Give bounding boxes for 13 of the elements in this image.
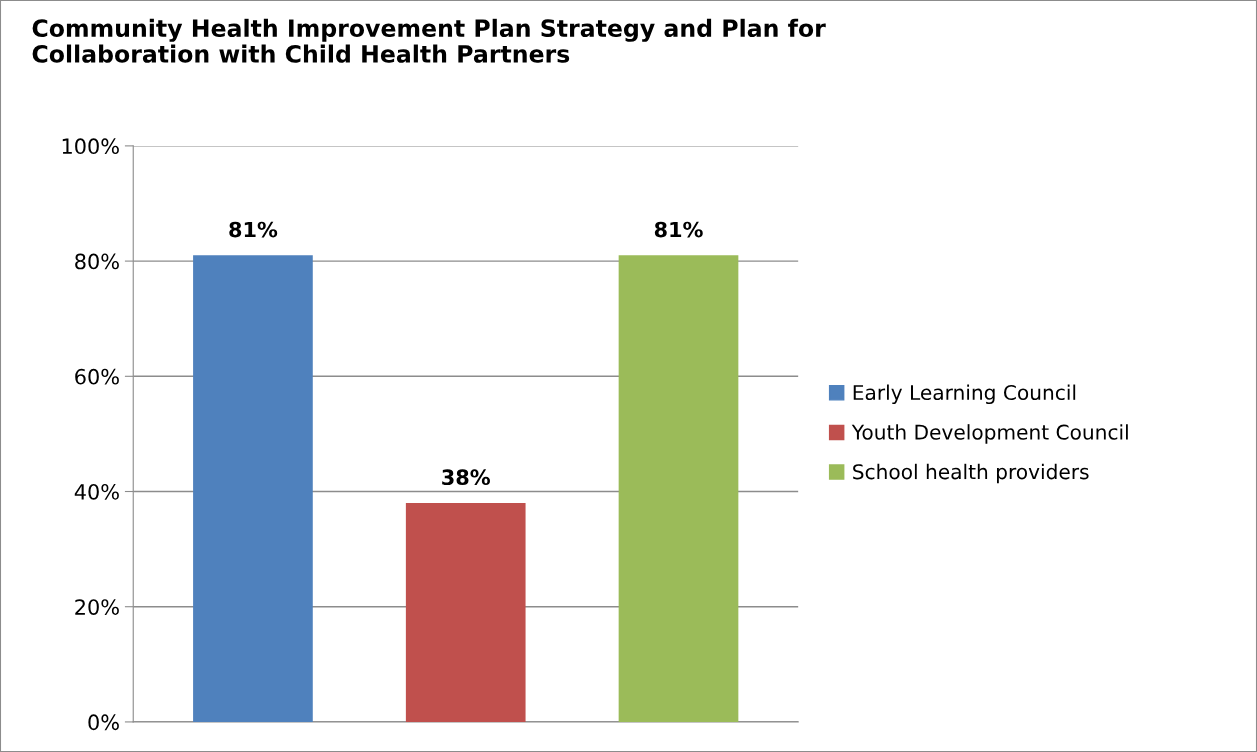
data-label: 81% (654, 221, 703, 238)
legend-label: Youth Development Council (851, 424, 1128, 444)
y-tick-label: 0% (88, 714, 119, 731)
y-tick-label: 40% (74, 483, 119, 500)
data-label: 81% (229, 221, 278, 238)
y-tick-label: 80% (75, 253, 119, 270)
y-tick-label: 100% (62, 138, 119, 155)
y-tick-label: 20% (75, 599, 119, 615)
legend-label: Early Learning Council (853, 384, 1076, 405)
chart-title: Community Health Improvement Plan Strategy and Plan for Collaboration with Child Health Partners (32, 18, 826, 63)
legend-label: School health providers (853, 463, 1089, 484)
data-label: 38% (442, 469, 490, 486)
y-tick-label: 60% (75, 368, 119, 385)
